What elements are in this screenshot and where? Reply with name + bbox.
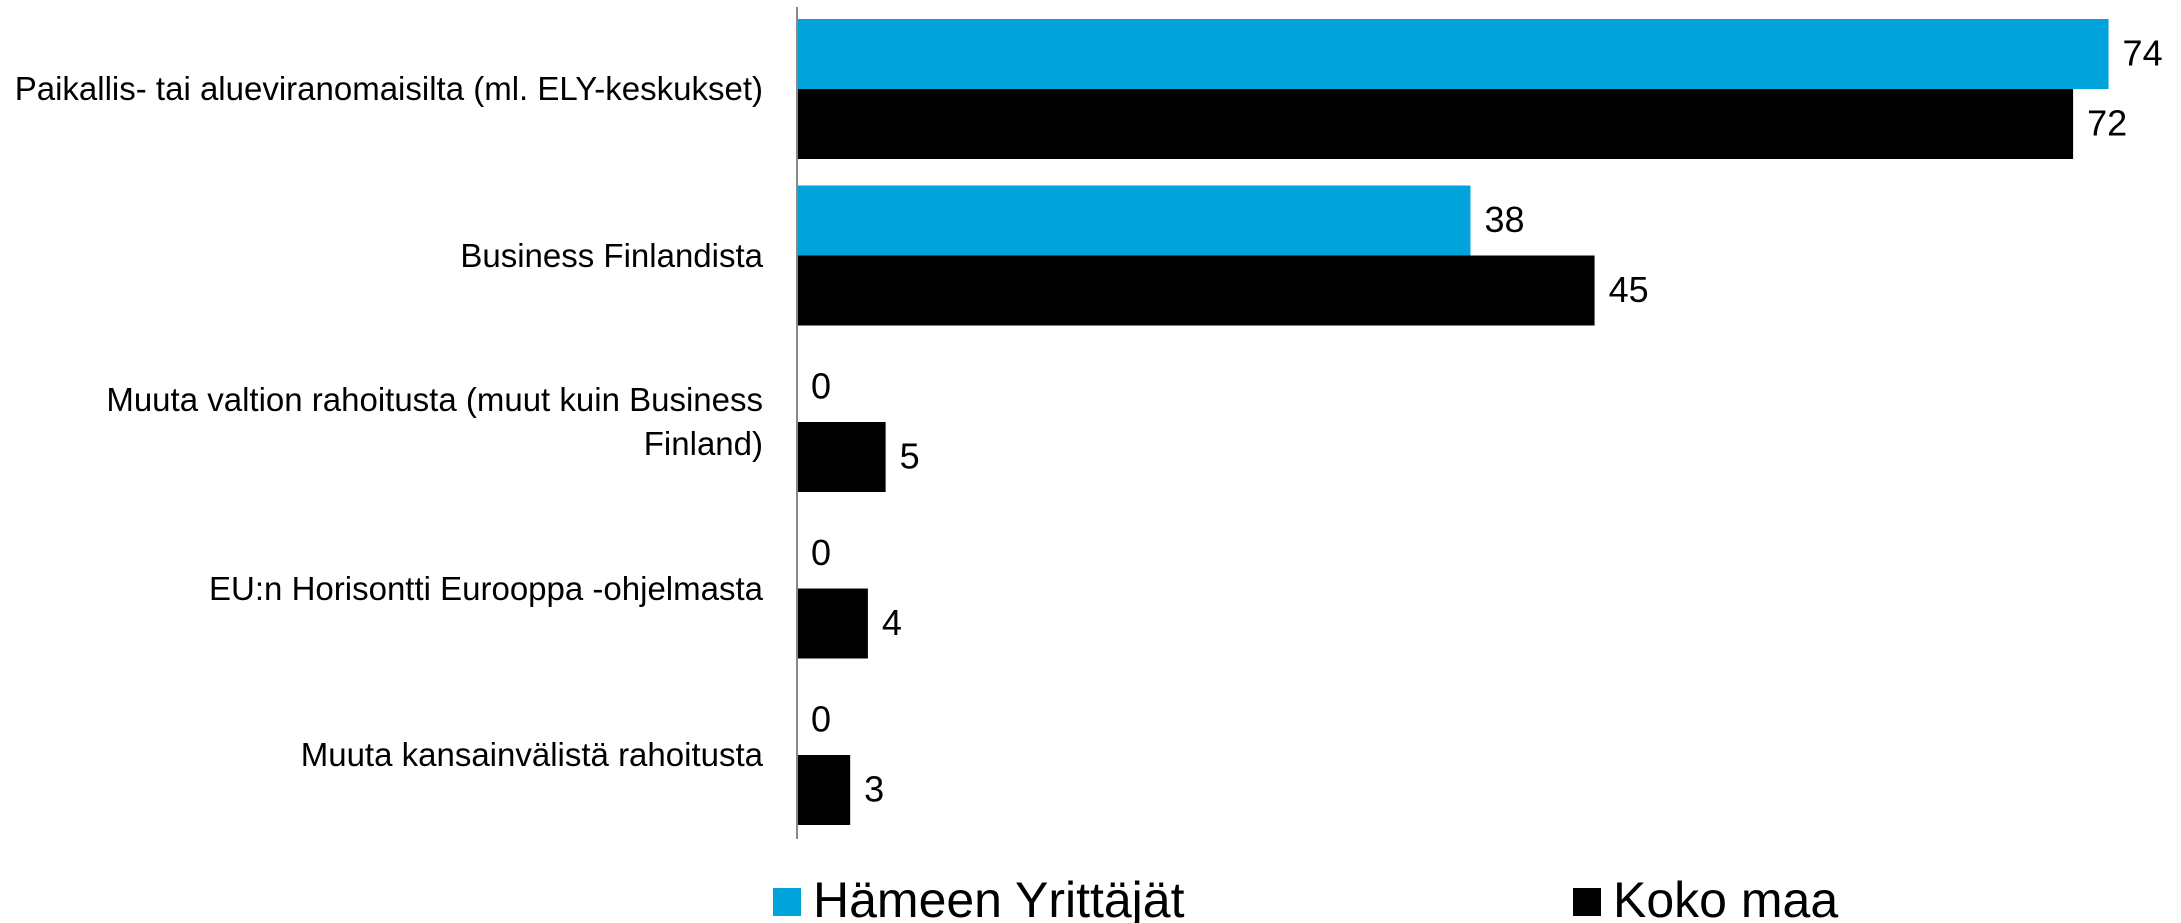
value-label: 3 xyxy=(864,769,884,810)
value-label: 0 xyxy=(811,366,831,407)
legend-swatch xyxy=(1573,888,1601,916)
value-label: 38 xyxy=(1485,199,1525,240)
value-label: 0 xyxy=(811,532,831,573)
value-label: 45 xyxy=(1609,269,1649,310)
category-label: Paikallis- tai alueviranomaisilta (ml. E… xyxy=(14,70,763,107)
bar xyxy=(797,422,886,492)
value-label: 4 xyxy=(882,602,902,643)
category-label: Business Finlandista xyxy=(460,236,763,274)
legend-label: Koko maa xyxy=(1613,872,1838,923)
category-label: Muuta kansainvälistä rahoitusta xyxy=(300,736,763,773)
bar xyxy=(797,255,1595,326)
value-label: 0 xyxy=(811,699,831,740)
category-label: EU:n Horisontti Eurooppa -ohjelmasta xyxy=(209,569,763,607)
bar xyxy=(797,19,2109,89)
value-label: 72 xyxy=(2087,103,2127,144)
category-label: Muuta valtion rahoitusta (muut kuin Busi… xyxy=(106,381,763,462)
value-label: 74 xyxy=(2123,33,2163,74)
bar xyxy=(797,185,1471,256)
legend-label: Hämeen Yrittäjät xyxy=(813,872,1185,923)
legend-swatch xyxy=(773,888,801,916)
bar xyxy=(797,89,2074,159)
bar xyxy=(797,588,868,659)
bar xyxy=(797,755,851,825)
value-label: 5 xyxy=(900,436,920,477)
